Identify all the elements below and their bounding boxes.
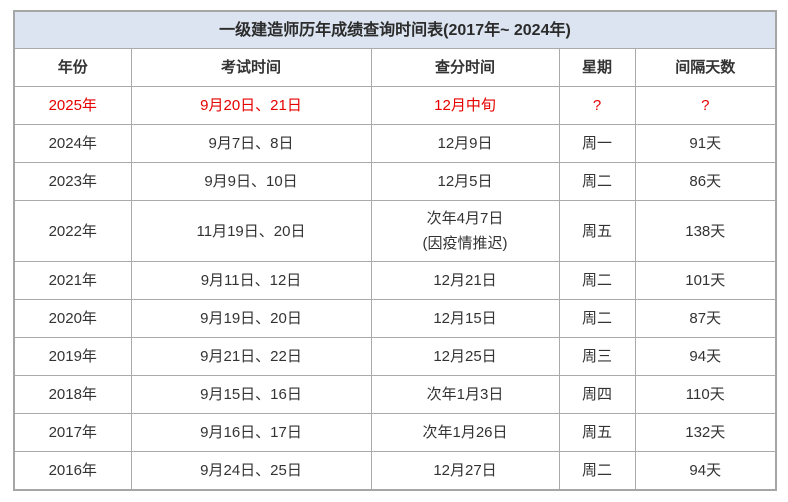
score-query-table: 一级建造师历年成绩查询时间表(2017年~ 2024年) 年份 考试时间 查分时… bbox=[13, 10, 777, 491]
column-header-exam-time: 考试时间 bbox=[130, 48, 372, 87]
weekday-cell: ? bbox=[558, 86, 636, 125]
weekday-cell: 周五 bbox=[558, 200, 636, 262]
table-row-2022: 2022年 11月19日、20日 次年4月7日 (因疫情推迟) 周五 138天 bbox=[13, 200, 777, 262]
weekday-cell: 周四 bbox=[558, 375, 636, 414]
table-row-2025: 2025年 9月20日、21日 12月中旬 ? ? bbox=[13, 86, 777, 125]
query-date-cell: 12月中旬 bbox=[370, 86, 560, 125]
query-date-cell: 12月21日 bbox=[370, 261, 560, 300]
exam-date-cell: 9月11日、12日 bbox=[130, 261, 372, 300]
year-cell: 2022年 bbox=[13, 200, 132, 262]
interval-cell: 138天 bbox=[634, 200, 777, 262]
exam-date-cell: 9月21日、22日 bbox=[130, 337, 372, 376]
exam-date-cell: 9月24日、25日 bbox=[130, 451, 372, 491]
year-cell: 2024年 bbox=[13, 124, 132, 163]
interval-cell: 110天 bbox=[634, 375, 777, 414]
query-date-cell: 次年1月3日 bbox=[370, 375, 560, 414]
table-row-2023: 2023年 9月9日、10日 12月5日 周二 86天 bbox=[13, 162, 777, 201]
column-header-year: 年份 bbox=[13, 48, 132, 87]
table-title: 一级建造师历年成绩查询时间表(2017年~ 2024年) bbox=[13, 10, 777, 49]
query-date-cell: 12月9日 bbox=[370, 124, 560, 163]
year-cell: 2023年 bbox=[13, 162, 132, 201]
exam-date-cell: 9月15日、16日 bbox=[130, 375, 372, 414]
weekday-cell: 周二 bbox=[558, 299, 636, 338]
interval-cell: 94天 bbox=[634, 337, 777, 376]
query-date-main: 次年4月7日 bbox=[426, 210, 504, 227]
query-date-cell: 12月25日 bbox=[370, 337, 560, 376]
weekday-cell: 周二 bbox=[558, 162, 636, 201]
table-row-2021: 2021年 9月11日、12日 12月21日 周二 101天 bbox=[13, 261, 777, 300]
query-date-cell: 次年1月26日 bbox=[370, 413, 560, 452]
table-row-2019: 2019年 9月21日、22日 12月25日 周三 94天 bbox=[13, 337, 777, 376]
query-date-cell: 12月27日 bbox=[370, 451, 560, 491]
column-header-weekday: 星期 bbox=[558, 48, 636, 87]
query-date-cell: 次年4月7日 (因疫情推迟) bbox=[370, 200, 560, 262]
year-cell: 2017年 bbox=[13, 413, 132, 452]
column-header-query-time: 查分时间 bbox=[370, 48, 560, 87]
interval-cell: 86天 bbox=[634, 162, 777, 201]
year-cell: 2016年 bbox=[13, 451, 132, 491]
year-cell: 2021年 bbox=[13, 261, 132, 300]
table-row-2016: 2016年 9月24日、25日 12月27日 周二 94天 bbox=[13, 451, 777, 491]
exam-date-cell: 9月9日、10日 bbox=[130, 162, 372, 201]
table-row-2017: 2017年 9月16日、17日 次年1月26日 周五 132天 bbox=[13, 413, 777, 452]
weekday-cell: 周二 bbox=[558, 261, 636, 300]
exam-date-cell: 9月20日、21日 bbox=[130, 86, 372, 125]
year-cell: 2019年 bbox=[13, 337, 132, 376]
year-cell: 2018年 bbox=[13, 375, 132, 414]
year-cell: 2020年 bbox=[13, 299, 132, 338]
table-title-row: 一级建造师历年成绩查询时间表(2017年~ 2024年) bbox=[13, 10, 777, 49]
query-date-cell: 12月15日 bbox=[370, 299, 560, 338]
interval-cell: 91天 bbox=[634, 124, 777, 163]
exam-date-cell: 9月19日、20日 bbox=[130, 299, 372, 338]
interval-cell: ? bbox=[634, 86, 777, 125]
table-row-2020: 2020年 9月19日、20日 12月15日 周二 87天 bbox=[13, 299, 777, 338]
query-date-note: (因疫情推迟) bbox=[422, 235, 508, 252]
exam-date-cell: 9月16日、17日 bbox=[130, 413, 372, 452]
weekday-cell: 周五 bbox=[558, 413, 636, 452]
weekday-cell: 周一 bbox=[558, 124, 636, 163]
table-row-2018: 2018年 9月15日、16日 次年1月3日 周四 110天 bbox=[13, 375, 777, 414]
exam-date-cell: 11月19日、20日 bbox=[130, 200, 372, 262]
weekday-cell: 周二 bbox=[558, 451, 636, 491]
weekday-cell: 周三 bbox=[558, 337, 636, 376]
exam-date-cell: 9月7日、8日 bbox=[130, 124, 372, 163]
column-header-interval-days: 间隔天数 bbox=[634, 48, 777, 87]
table-header-row: 年份 考试时间 查分时间 星期 间隔天数 bbox=[13, 48, 777, 87]
interval-cell: 87天 bbox=[634, 299, 777, 338]
table-row-2024: 2024年 9月7日、8日 12月9日 周一 91天 bbox=[13, 124, 777, 163]
year-cell: 2025年 bbox=[13, 86, 132, 125]
interval-cell: 132天 bbox=[634, 413, 777, 452]
interval-cell: 101天 bbox=[634, 261, 777, 300]
interval-cell: 94天 bbox=[634, 451, 777, 491]
query-date-cell: 12月5日 bbox=[370, 162, 560, 201]
